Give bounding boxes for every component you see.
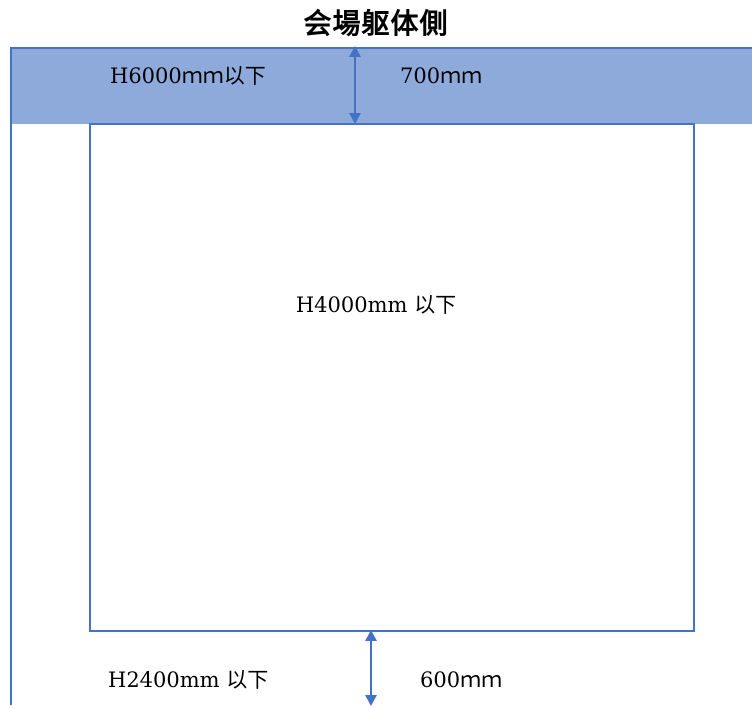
outer-wall-line: [10, 124, 12, 705]
bottom-gap-arrow-icon: [365, 630, 377, 706]
venue-structure-title: 会場躯体側: [303, 7, 449, 40]
top-gap-label: 700ｍｍ: [400, 64, 483, 88]
booth-height-limit-label: H4000mm 以下: [295, 293, 457, 317]
booth-area: [89, 123, 695, 632]
venue-structure-band: [10, 47, 752, 124]
top-gap-arrow-icon: [349, 46, 361, 124]
bottom-height-limit-label: H2400mm 以下: [108, 668, 269, 692]
top-height-limit-label: H6000ｍｍ以下: [110, 64, 266, 88]
bottom-gap-label: 600ｍｍ: [420, 668, 503, 692]
